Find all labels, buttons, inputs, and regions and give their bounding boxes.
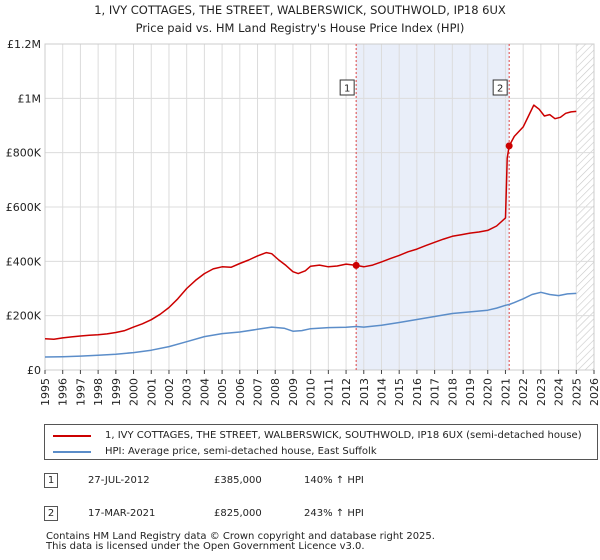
footer-copyright: Contains HM Land Registry data © Crown c… [46, 531, 435, 542]
x-tick-label: 2000 [128, 378, 141, 406]
y-tick-label: £200K [6, 310, 42, 323]
x-axis: 1995 1996 1997 1998 1999 2000 2001 2002 2003 2004… [39, 370, 600, 406]
y-tick-label: £0 [27, 364, 41, 377]
sale-date: 17-MAR-2021 [88, 508, 156, 519]
x-tick-label: 2010 [305, 378, 318, 406]
legend-swatch-hpi [53, 451, 91, 453]
x-tick-label: 2019 [464, 378, 477, 406]
sale-hpi-change: 243% ↑ HPI [304, 508, 364, 519]
sale-date: 27-JUL-2012 [88, 475, 150, 486]
y-axis: £0 £200K £400K £600K £800K £1M £1.2M [6, 38, 42, 377]
x-tick-label: 2005 [216, 378, 229, 406]
x-tick-label: 2006 [234, 378, 247, 406]
x-tick-label: 2022 [517, 378, 530, 406]
sale-number-badge: 1 [44, 473, 58, 488]
sale-label-box [339, 79, 355, 96]
sale-point [352, 261, 360, 269]
sale-hpi-change: 140% ↑ HPI [304, 475, 364, 486]
legend-label-hpi: HPI: Average price, semi-detached house,… [105, 446, 377, 457]
sale-row: 1 27-JUL-2012 £385,000 140% ↑ HPI [0, 470, 600, 492]
x-tick-label: 2011 [322, 378, 335, 406]
y-tick-label: £1M [18, 92, 42, 105]
chart-title: 1, IVY COTTAGES, THE STREET, WALBERSWICK… [94, 3, 506, 17]
sale-label-number: 2 [497, 84, 503, 95]
plot-border [44, 43, 595, 371]
y-tick-label: £400K [6, 255, 42, 268]
price-chart: 1, IVY COTTAGES, THE STREET, WALBERSWICK… [6, 3, 600, 406]
sale-row: 2 17-MAR-2021 £825,000 243% ↑ HPI [0, 503, 600, 525]
x-tick-label: 2001 [145, 378, 158, 406]
sale-label-number: 1 [344, 84, 350, 95]
y-tick-label: £1.2M [7, 38, 41, 51]
x-tick-label: 1996 [57, 378, 70, 406]
legend-swatch-property [53, 435, 91, 437]
chart-subtitle: Price paid vs. HM Land Registry's House … [136, 21, 465, 35]
sale-price: £385,000 [214, 475, 262, 486]
x-tick-label: 2008 [269, 378, 282, 406]
x-tick-label: 2021 [499, 378, 512, 406]
x-tick-label: 2012 [340, 378, 353, 406]
x-tick-label: 2024 [553, 378, 566, 406]
x-tick-label: 2023 [535, 378, 548, 406]
x-tick-label: 2025 [570, 378, 583, 406]
legend: 1, IVY COTTAGES, THE STREET, WALBERSWICK… [44, 424, 598, 460]
sale-number-badge: 2 [44, 506, 58, 521]
x-tick-label: 2015 [393, 378, 406, 406]
hpi-line [44, 291, 577, 358]
footer-licence: This data is licensed under the Open Gov… [46, 541, 365, 552]
x-tick-label: 2016 [411, 378, 424, 406]
sale-price: £825,000 [214, 508, 262, 519]
x-tick-label: 1995 [39, 378, 52, 406]
x-tick-label: 2004 [198, 378, 211, 406]
x-tick-label: 2002 [163, 378, 176, 406]
x-tick-label: 2014 [375, 378, 388, 406]
sale-point [505, 142, 513, 150]
x-tick-label: 2007 [252, 378, 265, 406]
x-tick-label: 2020 [482, 378, 495, 406]
x-tick-label: 2013 [358, 378, 371, 406]
x-tick-label: 1998 [92, 378, 105, 406]
x-tick-label: 1997 [74, 378, 87, 406]
y-tick-label: £600K [6, 201, 42, 214]
property-price-line [44, 104, 577, 341]
x-tick-label: 2003 [181, 378, 194, 406]
x-tick-label: 1999 [110, 378, 123, 406]
x-tick-label: 2026 [588, 378, 600, 406]
y-tick-label: £800K [6, 147, 42, 160]
x-tick-label: 2017 [429, 378, 442, 406]
sale-label-box [492, 79, 508, 96]
footer: Contains HM Land Registry data © Crown c… [46, 532, 435, 552]
legend-label-property: 1, IVY COTTAGES, THE STREET, WALBERSWICK… [105, 430, 582, 441]
x-tick-label: 2009 [287, 378, 300, 406]
x-tick-label: 2018 [446, 378, 459, 406]
